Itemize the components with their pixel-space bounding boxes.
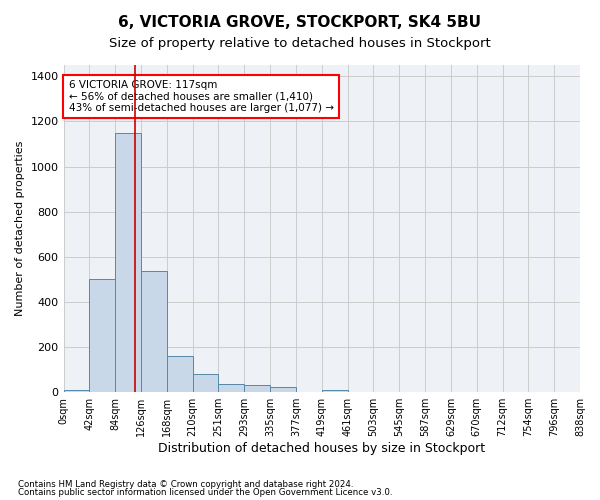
- Bar: [322, 390, 347, 392]
- Text: 6 VICTORIA GROVE: 117sqm
← 56% of detached houses are smaller (1,410)
43% of sem: 6 VICTORIA GROVE: 117sqm ← 56% of detach…: [69, 80, 334, 113]
- Y-axis label: Number of detached properties: Number of detached properties: [15, 141, 25, 316]
- Bar: [64, 390, 89, 392]
- Bar: [115, 132, 141, 392]
- Bar: [270, 387, 296, 392]
- Bar: [89, 280, 115, 392]
- Text: Contains public sector information licensed under the Open Government Licence v3: Contains public sector information licen…: [18, 488, 392, 497]
- Text: Size of property relative to detached houses in Stockport: Size of property relative to detached ho…: [109, 38, 491, 51]
- Bar: [167, 356, 193, 392]
- Text: Contains HM Land Registry data © Crown copyright and database right 2024.: Contains HM Land Registry data © Crown c…: [18, 480, 353, 489]
- Bar: [244, 386, 270, 392]
- Text: 6, VICTORIA GROVE, STOCKPORT, SK4 5BU: 6, VICTORIA GROVE, STOCKPORT, SK4 5BU: [119, 15, 482, 30]
- Bar: [141, 272, 167, 392]
- Bar: [193, 374, 218, 392]
- X-axis label: Distribution of detached houses by size in Stockport: Distribution of detached houses by size …: [158, 442, 485, 455]
- Bar: [218, 384, 244, 392]
